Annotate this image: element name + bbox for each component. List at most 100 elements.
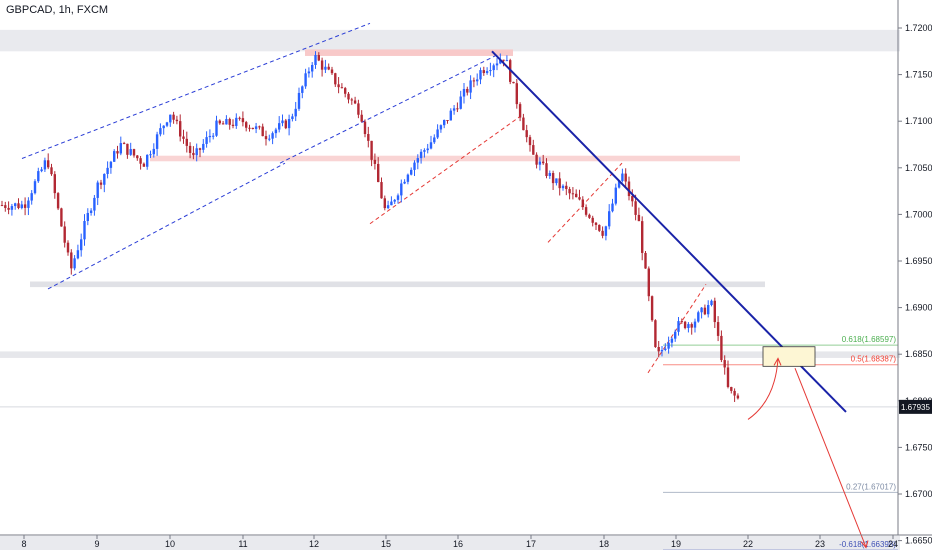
candle-body: [311, 64, 314, 72]
candle-body: [558, 178, 561, 189]
candle-body: [251, 127, 254, 129]
candle-body: [720, 335, 723, 361]
candle-body: [17, 203, 20, 209]
candle-body: [419, 151, 423, 159]
candle-body: [142, 163, 146, 167]
candle-body: [129, 149, 132, 155]
candle-body: [660, 349, 664, 352]
candle-body: [182, 136, 185, 139]
candle-body: [136, 155, 139, 159]
candle-body: [99, 182, 103, 185]
candle-body: [80, 239, 83, 251]
candle-body: [241, 118, 245, 123]
time-tick-label-8: 18: [599, 539, 609, 549]
candle-body: [707, 305, 710, 315]
candle-body: [700, 307, 703, 313]
candle-body: [7, 207, 10, 210]
projection-arrow-down: [794, 367, 867, 548]
price-tick-label-0: 1.72000: [905, 23, 932, 33]
candle-body: [50, 167, 53, 175]
candle-body: [314, 55, 317, 65]
price-tick-label-4: 1.70000: [905, 209, 932, 219]
candle-body: [535, 154, 538, 165]
candle-body: [459, 96, 462, 109]
candle-body: [667, 342, 670, 349]
candle-body: [169, 114, 172, 123]
candle-body: [37, 171, 40, 182]
candle-body: [340, 87, 344, 89]
time-tick-label-12: 24: [888, 539, 898, 549]
candle-body: [489, 70, 492, 72]
candle-body: [185, 138, 188, 146]
candle-body: [367, 134, 370, 141]
candle-body: [495, 63, 499, 66]
candle-body: [40, 169, 43, 172]
candle-body: [297, 92, 301, 109]
candle-body: [657, 347, 660, 352]
candle-body: [594, 222, 598, 225]
price-tick-label-10: 1.67000: [905, 489, 932, 499]
candle-body: [476, 79, 479, 82]
channel-line-3: [369, 116, 521, 225]
target-box: [762, 346, 816, 367]
candle-body: [647, 268, 650, 297]
candle-body: [14, 203, 17, 207]
candle-body: [575, 193, 578, 198]
candle-body: [47, 160, 50, 168]
candle-body: [730, 386, 733, 391]
price-tick-label-6: 1.69000: [905, 303, 932, 313]
candle-body: [334, 73, 337, 85]
last-price-tag: [899, 399, 932, 414]
time-tick-label-11: 23: [815, 539, 825, 549]
candle-body: [631, 196, 634, 202]
candle-body: [726, 367, 730, 387]
candle-body: [192, 152, 195, 156]
arrow-head-down: [860, 540, 869, 549]
candle-body: [60, 208, 63, 227]
candle-body: [703, 307, 707, 315]
candle-body: [723, 360, 726, 368]
candle-body: [63, 226, 66, 243]
candle-body: [456, 108, 459, 110]
time-tick-label-3: 11: [238, 539, 247, 549]
candle-body: [304, 73, 307, 87]
candle-body: [357, 103, 360, 115]
candle-body: [736, 395, 740, 399]
candle-body: [674, 331, 677, 339]
candle-body: [624, 173, 627, 182]
candle-body: [208, 135, 212, 138]
candles: [0, 51, 740, 402]
candle-body: [96, 182, 99, 198]
candle-body: [89, 210, 93, 213]
candle-body: [43, 160, 47, 170]
candle-body: [644, 252, 647, 269]
candle-body: [353, 100, 357, 104]
fib-label-1: 0.5(1.68387): [851, 355, 897, 364]
candle-body: [469, 80, 472, 93]
candle-body: [403, 181, 406, 184]
candle-body: [542, 161, 545, 164]
candle-body: [109, 161, 113, 168]
time-tick-label-0: 8: [21, 539, 26, 549]
candle-body: [548, 173, 551, 177]
candle-body: [677, 321, 680, 332]
candle-body: [337, 84, 340, 88]
candle-body: [27, 200, 30, 208]
candle-body: [568, 189, 571, 194]
candle-body: [122, 143, 126, 145]
candle-body: [344, 88, 347, 94]
candle-body: [525, 130, 528, 138]
candle-body: [383, 198, 386, 209]
candle-body: [664, 348, 667, 350]
candle-body: [429, 142, 433, 149]
candle-body: [238, 117, 241, 119]
arrow-head-up: [773, 357, 782, 366]
candle-body: [482, 70, 485, 74]
candle-body: [617, 180, 621, 188]
candle-body: [152, 148, 155, 155]
candle-body: [93, 197, 96, 211]
candle-body: [502, 59, 505, 61]
time-tick-label-1: 9: [94, 539, 99, 549]
price-tick-label-5: 1.69500: [905, 256, 932, 266]
